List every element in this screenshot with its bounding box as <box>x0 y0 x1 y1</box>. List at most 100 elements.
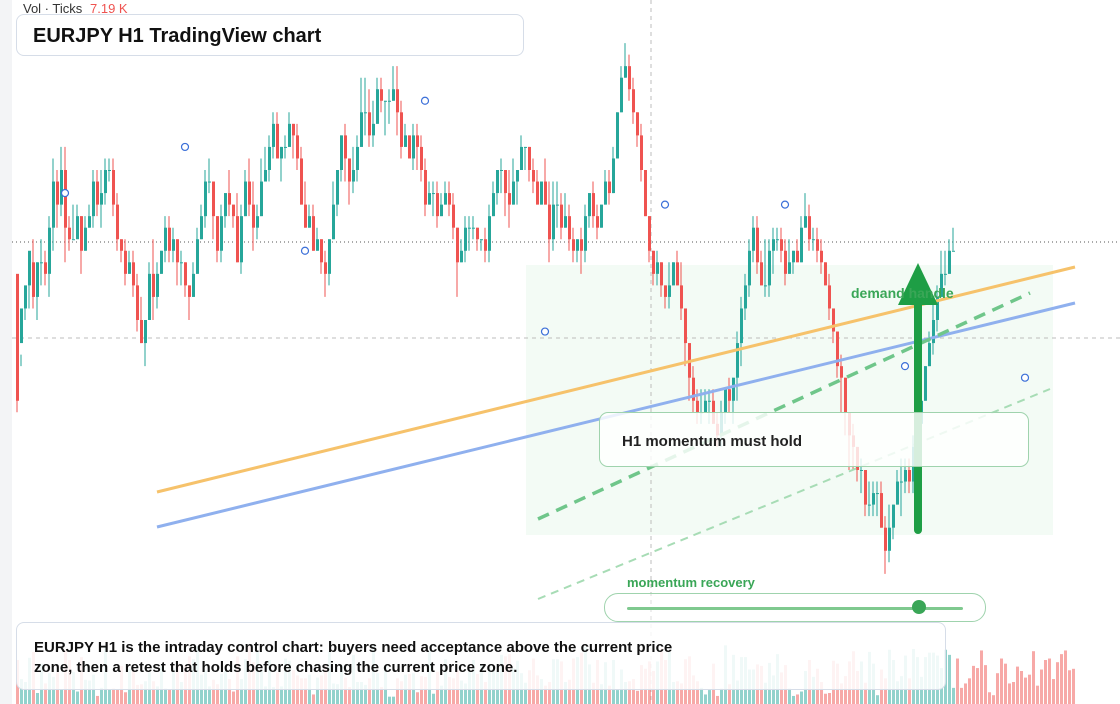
callout-text: H1 momentum must hold <box>622 433 803 450</box>
signal-marker <box>540 327 550 336</box>
candle-body <box>248 181 251 205</box>
candle-body <box>680 285 683 309</box>
candle-body <box>776 239 779 241</box>
candle-body <box>164 227 167 251</box>
candle-body <box>588 193 591 217</box>
candle-body <box>560 204 563 228</box>
candle-body <box>508 193 511 205</box>
volume-bar <box>300 678 303 704</box>
candle-body <box>128 262 131 274</box>
candle-body <box>864 470 867 505</box>
candle-body <box>220 216 223 251</box>
candle-body <box>488 216 491 251</box>
volume-bar <box>76 691 79 704</box>
volume-bar <box>568 679 571 704</box>
volume-bar <box>356 682 359 704</box>
volume-bar <box>380 687 383 704</box>
volume-bar <box>152 681 155 704</box>
momentum-slider[interactable] <box>604 593 986 622</box>
volume-bar <box>344 677 347 704</box>
volume-bar <box>388 696 391 704</box>
volume-bar <box>716 695 719 704</box>
candle-body <box>116 204 119 240</box>
volume-bar <box>996 673 999 704</box>
candle-body <box>68 227 71 240</box>
candle-body <box>932 320 935 344</box>
candle-body <box>668 285 671 297</box>
candle-body <box>64 170 67 228</box>
left-gutter <box>0 0 12 704</box>
volume-bar <box>424 676 427 704</box>
candle-body <box>816 239 819 251</box>
volume-bar <box>960 687 963 704</box>
volume-bar <box>1060 654 1063 704</box>
volume-bar <box>876 695 879 704</box>
candle-body <box>768 250 771 286</box>
volume-bar <box>316 677 319 704</box>
candle-body <box>804 216 807 228</box>
candle-body <box>428 193 431 205</box>
candle-body <box>328 239 331 274</box>
candle-body <box>784 250 787 274</box>
analysis-note-text: EURJPY H1 is the intraday control chart:… <box>34 639 673 676</box>
candle-body <box>892 504 895 528</box>
candle-body <box>900 481 903 483</box>
candle-body <box>672 262 675 286</box>
candle-body <box>612 158 615 194</box>
candle-body <box>388 100 391 102</box>
candle-body <box>80 216 83 251</box>
candle-body <box>124 250 127 274</box>
volume-bar <box>984 665 987 704</box>
volume-bar <box>864 682 867 704</box>
volume-bar <box>1024 677 1027 704</box>
signal-marker <box>780 200 790 209</box>
momentum-callout: H1 momentum must hold <box>599 412 1029 467</box>
green-dashed-trendline[interactable] <box>537 291 1031 521</box>
candle-body <box>860 470 863 471</box>
candle-body <box>160 250 163 274</box>
candle-body <box>16 273 19 401</box>
candle-body <box>780 239 783 251</box>
candle-body <box>596 216 599 228</box>
candle-body <box>156 273 159 297</box>
candle-body <box>440 204 443 217</box>
volume-bar <box>524 682 527 704</box>
volume-bar <box>108 689 111 704</box>
volume-bar <box>24 682 27 704</box>
volume-bar <box>212 679 215 704</box>
candle-body <box>504 170 507 194</box>
candle-body <box>512 181 515 205</box>
signal-marker <box>660 200 670 209</box>
volume-bar <box>1032 651 1035 704</box>
candle-body <box>40 262 43 264</box>
candle-body <box>44 262 47 274</box>
candle-body <box>516 170 519 182</box>
volume-bar <box>820 682 823 704</box>
volume-bar <box>312 694 315 704</box>
volume-bar <box>136 684 139 704</box>
volume-bar <box>392 696 395 704</box>
candle-body <box>788 262 791 274</box>
candle-body <box>144 320 147 344</box>
candle-body <box>200 216 203 240</box>
volume-bar <box>900 676 903 704</box>
slider-knob[interactable] <box>912 600 927 614</box>
candle-body <box>632 89 635 113</box>
volume-bar <box>792 695 795 704</box>
candle-body <box>644 170 647 217</box>
candle-body <box>756 227 759 263</box>
volume-bar <box>400 681 403 704</box>
candles <box>16 43 955 574</box>
volume-bar <box>800 691 803 704</box>
candle-body <box>876 493 879 495</box>
volume-bar <box>144 681 147 704</box>
volume-bar <box>1008 683 1011 704</box>
volume-bar <box>844 676 847 704</box>
volume-bar <box>96 695 99 704</box>
volume-bar <box>272 687 275 704</box>
volume-bar <box>976 668 979 704</box>
candle-body <box>288 123 291 147</box>
candle-body <box>224 193 227 217</box>
volume-bar <box>720 688 723 704</box>
